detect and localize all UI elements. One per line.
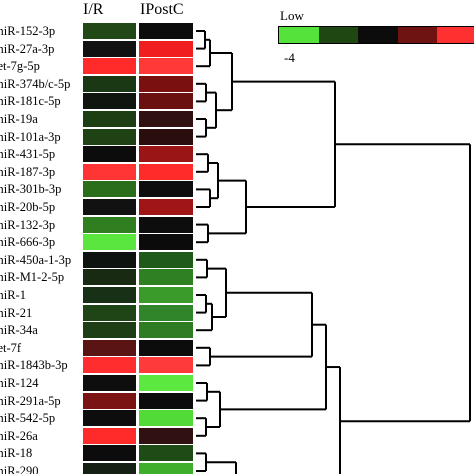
legend-low-label: Low (280, 8, 304, 23)
row-label: miR-187-3p (0, 164, 56, 179)
heatmap-cell-ipostc (139, 322, 193, 339)
legend-color-segment (397, 27, 438, 43)
heatmap-cell-ir (83, 23, 136, 39)
row-label: let-7f (0, 340, 22, 355)
legend-color-segment (279, 27, 319, 43)
row-label: let-7g-5p (0, 59, 40, 74)
heatmap-cell-ir (83, 58, 136, 75)
heatmap-cell-ir (83, 128, 136, 145)
row-label: miR-301b-3p (0, 182, 62, 197)
row-label: miR-666-3p (0, 235, 56, 250)
heatmap-cell-ir (83, 304, 136, 321)
heatmap-cell-ir (83, 322, 136, 339)
heatmap-cell-ipostc (139, 146, 193, 163)
heatmap-cell-ipostc (139, 128, 193, 145)
row-label: miR-18 (0, 446, 33, 461)
heatmap-cell-ipostc (139, 111, 193, 127)
row-label: miR-374b/c-5p (0, 76, 71, 91)
row-label: miR-34a (0, 323, 38, 338)
row-label: miR-181c-5p (0, 94, 61, 109)
legend-color-segment (437, 27, 474, 43)
row-label: miR-124 (0, 376, 39, 390)
row-label: miR-27a-3p (0, 41, 55, 56)
heatmap-cell-ir (83, 287, 136, 303)
heatmap-cell-ir (83, 375, 136, 391)
heatmap-cell-ipostc (139, 392, 193, 409)
heatmap-cell-ir (83, 111, 136, 127)
heatmap-cell-ir (83, 339, 136, 356)
heatmap-cell-ipostc (139, 427, 193, 444)
heatmap-cell-ir (83, 463, 136, 474)
heatmap-cell-ipostc (139, 251, 193, 268)
heatmap-cell-ir (83, 75, 136, 92)
heatmap-cell-ipostc (139, 40, 193, 57)
heatmap-cell-ipostc (139, 357, 193, 374)
row-label: miR-132-3p (0, 217, 56, 232)
heatmap-cell-ir (83, 251, 136, 268)
heatmap-cell-ipostc (139, 234, 193, 251)
heatmap-cell-ir (83, 40, 136, 57)
heatmap-cell-ipostc (139, 287, 193, 303)
heatmap-cell-ipostc (139, 445, 193, 462)
heatmap-cell-ipostc (139, 304, 193, 321)
row-label: miR-21 (0, 305, 33, 320)
legend-min-value: -4 (284, 50, 295, 65)
row-label: miR-152-3p (0, 24, 56, 38)
heatmap-cell-ir (83, 93, 136, 110)
column-header-ir: I/R (83, 1, 104, 18)
row-label: miR-20b-5p (0, 200, 56, 214)
row-label: miR-290 (0, 464, 39, 474)
heatmap-cell-ipostc (139, 410, 193, 427)
heatmap-cell-ipostc (139, 339, 193, 356)
row-label: miR-431-5p (0, 147, 56, 162)
row-label: miR-101a-3p (0, 129, 61, 144)
heatmap-cell-ir (83, 146, 136, 163)
row-label: miR-542-5p (0, 411, 56, 426)
heatmap-cell-ir (83, 410, 136, 427)
heatmap-cell-ir (83, 181, 136, 198)
heatmap-cell-ir (83, 357, 136, 374)
heatmap-cell-ipostc (139, 375, 193, 391)
legend-color-segment (318, 27, 359, 43)
heatmap-cell-ir (83, 427, 136, 444)
heatmap-cell-ir (83, 199, 136, 215)
heatmap-cell-ir (83, 163, 136, 180)
heatmap-cell-ipostc (139, 199, 193, 215)
heatmap-cell-ipostc (139, 216, 193, 233)
heatmap-cell-ipostc (139, 181, 193, 198)
heatmap-cell-ir (83, 234, 136, 251)
heatmap-cell-ipostc (139, 93, 193, 110)
heatmap-cell-ir (83, 269, 136, 286)
heatmap-cell-ipostc (139, 75, 193, 92)
row-label: miR-19a (0, 112, 38, 126)
row-label: miR-291a-5p (0, 393, 61, 408)
heatmap-cell-ipostc (139, 163, 193, 180)
row-label: miR-1843b-3p (0, 358, 68, 373)
heatmap-cell-ir (83, 445, 136, 462)
row-label: miR-M1-2-5p (0, 270, 65, 285)
legend-color-segment (358, 27, 398, 43)
column-header-ipostc: IPostC (140, 1, 184, 18)
row-label: miR-1 (0, 288, 26, 302)
heatmap-cell-ipostc (139, 463, 193, 474)
color-scale-legend (278, 26, 474, 44)
row-label: miR-450a-1-3p (0, 252, 72, 267)
heatmap-cell-ipostc (139, 269, 193, 286)
heatmap-cell-ir (83, 216, 136, 233)
heatmap-cell-ipostc (139, 23, 193, 39)
heatmap-cell-ipostc (139, 58, 193, 75)
heatmap-cell-ir (83, 392, 136, 409)
row-label: miR-26a (0, 428, 38, 443)
